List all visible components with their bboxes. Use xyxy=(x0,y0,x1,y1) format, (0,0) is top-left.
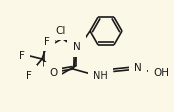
Text: O: O xyxy=(49,67,57,77)
Text: Cl: Cl xyxy=(56,25,66,35)
Text: OH: OH xyxy=(153,67,169,77)
Text: N: N xyxy=(134,62,142,72)
Text: F: F xyxy=(44,37,50,47)
Text: F: F xyxy=(19,51,25,60)
Text: N: N xyxy=(73,42,80,52)
Text: NH: NH xyxy=(93,70,108,80)
Text: F: F xyxy=(26,70,32,80)
